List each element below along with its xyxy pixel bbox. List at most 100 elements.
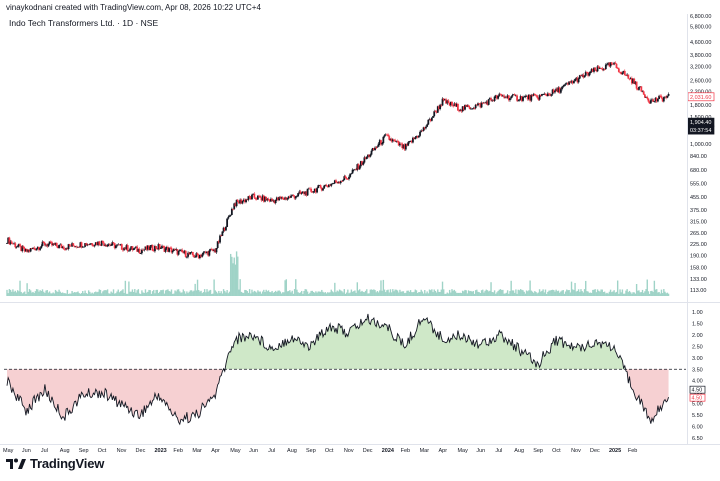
candle-body [91,243,94,246]
candle-body [311,191,314,193]
candle-body [350,173,353,175]
candle-body [318,185,321,187]
volume-bar [413,291,415,296]
candle-body [262,195,265,202]
volume-bar [530,290,532,296]
candle-body [640,86,643,92]
candle-body [627,74,630,79]
candle-body [25,249,27,252]
candle-body [242,199,245,201]
pane-divider[interactable] [0,302,720,303]
candle-body [399,143,401,146]
candle-body [117,244,120,246]
volume-bar [360,291,362,296]
volume-bar [408,291,411,296]
candle-body [169,247,172,249]
volume-bar [593,289,595,296]
candle-body [29,248,32,252]
candle-body [587,72,589,76]
volume-bar [168,290,170,296]
volume-bar [437,289,439,296]
volume-bar [338,289,341,296]
volume-bar [527,291,529,296]
volume-bar [587,291,589,296]
symbol-legend[interactable]: Indo Tech Transformers Ltd. · 1D · NSE [9,18,159,28]
volume-bar [128,281,130,296]
candle-body [265,196,268,201]
candle-body [139,253,142,254]
candle-body [286,198,289,200]
candle-body [260,197,263,201]
price-tick-label: 1,000.00 [690,142,711,148]
candle-body [546,93,549,97]
time-tick-label: Dec [136,448,146,454]
volume-bar [34,291,37,296]
volume-bar [495,293,497,296]
candle-body [53,243,56,245]
indicator-tick-label: 3.00 [692,356,703,362]
volume-bar [103,290,105,296]
volume-bar [318,291,321,296]
candle-body [582,74,585,78]
volume-bar [496,292,498,296]
volume-bar [632,292,634,296]
candle-body [222,227,225,232]
volume-bar [205,292,207,296]
volume-bar [551,289,554,296]
volume-bar [482,289,484,296]
candle-body [447,100,450,103]
candle-body [578,75,581,79]
candle-body [256,195,259,200]
volume-bar [182,289,185,296]
volume-bar [605,293,607,296]
candle-body [253,193,256,198]
candle-body [406,144,408,146]
candle-body [144,246,147,250]
volume-bar [144,289,147,296]
candle-body [514,95,517,97]
candle-body [78,246,81,248]
volume-bar [562,290,564,296]
candle-body [249,197,252,200]
candle-body [284,197,287,200]
candle-body [609,62,612,67]
tradingview-brand[interactable]: TradingView [6,456,104,471]
volume-bar [122,289,124,296]
candle-body [22,246,25,249]
candle-body [164,248,167,252]
volume-bar [115,293,117,296]
candle-body [490,98,492,101]
volume-bar [645,289,647,296]
candle-body [651,99,653,101]
candle-body [526,96,529,100]
volume-bar [457,292,459,296]
candle-body [268,200,271,202]
volume-bar [567,290,569,296]
candle-body [281,197,284,200]
volume-bar [161,290,163,296]
volume-bar [581,291,583,296]
candle-body [98,241,101,245]
candle-body [491,100,494,102]
candle-body [633,78,636,85]
candle-body [155,246,158,249]
volume-bar [560,291,562,296]
candle-body [45,244,47,246]
volume-bar [15,292,18,296]
volume-bar [596,289,599,296]
volume-bar [79,293,82,296]
volume-bar [147,291,149,296]
candle-body [133,247,136,249]
indicator-tick-label: 1.00 [692,310,703,316]
candle-body [331,183,334,185]
time-tick-label: Mar [192,448,202,454]
volume-bar [635,283,638,296]
candle-body [145,246,148,250]
volume-bar [283,292,285,296]
candle-body [454,103,457,107]
candle-body [528,94,530,100]
volume-bar [651,290,653,296]
candle-body [536,95,539,98]
volume-bar [48,291,51,296]
